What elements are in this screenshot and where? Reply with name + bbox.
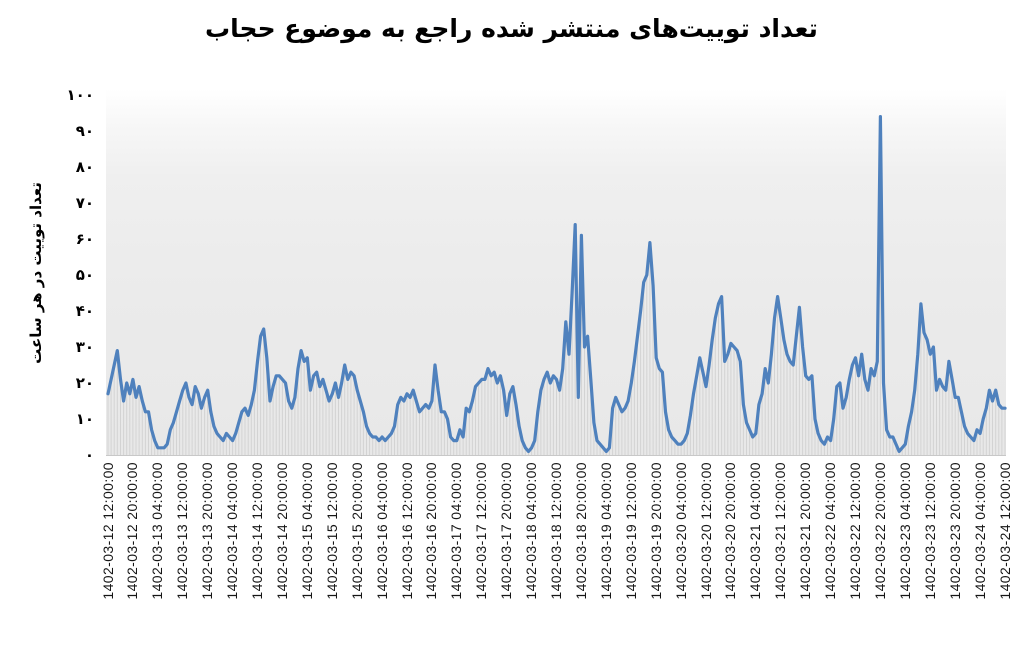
- x-tick-label: 1402-03-16 12:00:00: [398, 462, 415, 600]
- drop-lines: [107, 116, 1006, 455]
- y-tick-label: ۲۰: [75, 374, 94, 392]
- x-tick-label: 1402-03-14 20:00:00: [273, 462, 290, 600]
- x-tick-label: 1402-03-16 20:00:00: [423, 462, 440, 600]
- y-tick-label: ۳۰: [75, 338, 94, 356]
- x-tick-label: 1402-03-18 12:00:00: [548, 462, 564, 600]
- x-tick-label: 1402-03-20 12:00:00: [697, 462, 714, 600]
- x-tick-label: 1402-03-22 20:00:00: [871, 462, 888, 600]
- y-tick-label: ۶۰: [75, 230, 94, 248]
- x-tick-label: 1402-03-13 12:00:00: [174, 462, 191, 600]
- x-tick-label: 1402-03-15 04:00:00: [298, 462, 315, 600]
- y-tick-label: ۴۰: [75, 302, 94, 320]
- x-tick-label: 1402-03-21 04:00:00: [747, 462, 764, 600]
- y-tick-label: ۹۰: [75, 122, 94, 140]
- x-tick-label: 1402-03-19 20:00:00: [647, 462, 664, 600]
- x-tick-label: 1402-03-19 04:00:00: [597, 462, 614, 600]
- y-tick-label: ۱۰۰: [66, 86, 94, 104]
- x-tick-label: 1402-03-18 20:00:00: [572, 462, 589, 600]
- x-tick-label: 1402-03-14 12:00:00: [249, 462, 265, 600]
- x-tick-label: 1402-03-23 20:00:00: [946, 462, 963, 600]
- y-tick-label: ۸۰: [75, 158, 94, 176]
- x-tick-label: 1402-03-13 04:00:00: [149, 462, 166, 600]
- x-tick-label: 1402-03-22 12:00:00: [847, 462, 863, 600]
- x-tick-label: 1402-03-12 20:00:00: [124, 462, 141, 600]
- y-tick-label: ۷۰: [75, 194, 94, 212]
- y-tick-label: ۱۰: [75, 410, 94, 428]
- x-tick-label: 1402-03-20 20:00:00: [722, 462, 739, 600]
- x-tick-label: 1402-03-21 12:00:00: [772, 462, 789, 600]
- x-tick-label: 1402-03-17 12:00:00: [473, 462, 490, 600]
- x-tick-label: 1402-03-23 04:00:00: [896, 462, 913, 600]
- tweet-count-line: [106, 114, 1007, 453]
- x-tick-label: 1402-03-24 04:00:00: [971, 462, 988, 600]
- chart-title: تعداد توییت‌های منتشر شده راجع به موضوع …: [205, 14, 818, 43]
- x-tick-label: 1402-03-23 12:00:00: [921, 462, 938, 600]
- y-tick-label: ۵۰: [75, 266, 94, 284]
- x-tick-label: 1402-03-15 12:00:00: [323, 462, 340, 600]
- x-tick-label: 1402-03-16 04:00:00: [373, 462, 390, 600]
- x-tick-label: 1402-03-14 04:00:00: [224, 462, 241, 600]
- y-tick-label: ۰: [84, 446, 94, 464]
- x-tick-label: 1402-03-17 20:00:00: [498, 462, 515, 600]
- x-tick-label: 1402-03-24 12:00:00: [996, 462, 1013, 600]
- x-tick-label: 1402-03-13 20:00:00: [199, 462, 216, 600]
- x-tick-label: 1402-03-21 20:00:00: [797, 462, 814, 600]
- x-tick-label: 1402-03-18 04:00:00: [523, 462, 540, 600]
- x-tick-label: 1402-03-20 04:00:00: [672, 462, 689, 600]
- x-tick-label: 1402-03-17 04:00:00: [448, 462, 465, 600]
- x-tick-label: 1402-03-19 12:00:00: [622, 462, 639, 600]
- x-tick-label: 1402-03-22 04:00:00: [822, 462, 839, 600]
- x-tick-label: 1402-03-12 12:00:00: [99, 462, 116, 600]
- x-tick-label: 1402-03-15 20:00:00: [348, 462, 365, 600]
